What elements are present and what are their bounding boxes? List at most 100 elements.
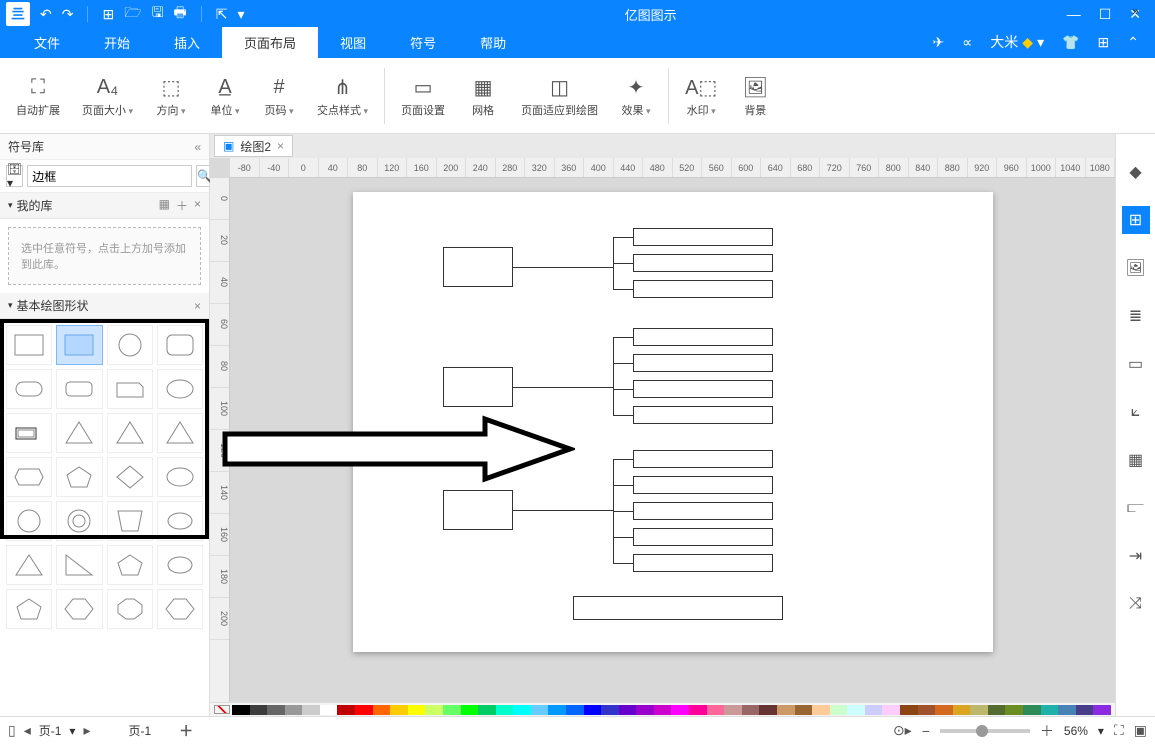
color-swatch[interactable] [935,705,953,715]
color-swatch[interactable] [988,705,1006,715]
tree-child-node[interactable] [633,280,773,298]
tree-child-node[interactable] [633,354,773,372]
zoom-in-icon[interactable]: ＋ [1040,721,1054,741]
shape-thumbnail-17[interactable] [56,501,102,541]
menu-tab-文件[interactable]: 文件 [12,27,82,58]
color-swatch[interactable] [443,705,461,715]
tree-child-node[interactable] [633,406,773,424]
shape-thumbnail-5[interactable] [56,369,102,409]
header-extra-icon[interactable]: 👕 [1062,34,1079,51]
bottom-box[interactable] [573,596,783,620]
library-search-input[interactable] [27,165,192,187]
page-indicator-left[interactable]: 页-1 [39,722,62,739]
shape-thumbnail-27[interactable] [157,589,203,629]
ribbon-网格[interactable]: ▦网格 [457,70,509,122]
header-extra-icon[interactable]: ⌃ [1127,34,1139,51]
color-swatch[interactable] [970,705,988,715]
color-swatch[interactable] [759,705,777,715]
shape-thumbnail-20[interactable] [6,545,52,585]
zoom-slider[interactable] [940,729,1030,733]
color-swatch[interactable] [320,705,338,715]
header-icon[interactable]: ✈ [933,34,945,51]
qat-button-6[interactable]: ⇱ [216,6,228,23]
ribbon-单位[interactable]: A̲单位 [199,70,251,122]
tree-root-node[interactable] [443,247,513,287]
menu-tab-帮助[interactable]: 帮助 [458,27,528,58]
user-chip[interactable]: 大米◆▾ [990,32,1044,52]
shape-thumbnail-1[interactable] [56,325,102,365]
add-page-icon[interactable]: ＋ [179,721,193,741]
ribbon-页面大小[interactable]: A₄页面大小 [72,70,143,122]
play-icon[interactable]: ⊙▸ [893,722,912,739]
page-next-icon[interactable]: ▸ [83,722,90,739]
document-tab[interactable]: ▣ 绘图2 × [214,135,293,157]
right-panel-icon-7[interactable]: ⫍ [1122,494,1150,522]
shape-thumbnail-8[interactable] [6,413,52,453]
menu-tab-开始[interactable]: 开始 [82,27,152,58]
tree-child-node[interactable] [633,450,773,468]
tree-child-node[interactable] [633,380,773,398]
header-extra-icon[interactable]: ⊞ [1098,34,1110,51]
qat-button-2[interactable]: ⊞ [102,6,114,23]
tree-child-node[interactable] [633,554,773,572]
ribbon-方向[interactable]: ⬚方向 [145,70,197,122]
library-category-dropdown[interactable]: 🗄▾ [6,165,23,187]
color-swatch[interactable] [707,705,725,715]
shape-thumbnail-16[interactable] [6,501,52,541]
color-swatch[interactable] [285,705,303,715]
minimize-icon[interactable]: — [1067,6,1081,23]
color-swatch[interactable] [1023,705,1041,715]
ribbon-页面设置[interactable]: ▭页面设置 [391,70,455,122]
color-swatch[interactable] [408,705,426,715]
color-swatch[interactable] [425,705,443,715]
fullscreen-icon[interactable]: ▣ [1134,722,1147,739]
color-swatch[interactable] [548,705,566,715]
right-panel-icon-4[interactable]: ▭ [1122,350,1150,378]
qat-button-3[interactable]: 🗁 [124,2,141,26]
color-swatch[interactable] [689,705,707,715]
right-panel-icon-3[interactable]: ≣ [1122,302,1150,330]
shape-thumbnail-3[interactable] [157,325,203,365]
ribbon-页码[interactable]: #页码 [253,70,305,122]
zoom-out-icon[interactable]: − [922,723,930,739]
tree-root-node[interactable] [443,490,513,530]
color-swatch[interactable] [865,705,883,715]
lib-grid-icon[interactable]: ▦ [159,197,170,214]
menu-tab-页面布局[interactable]: 页面布局 [222,27,318,58]
collapse-panel-icon[interactable]: « [194,140,201,154]
color-swatch[interactable] [1041,705,1059,715]
color-swatch[interactable] [724,705,742,715]
color-swatch[interactable] [742,705,760,715]
color-swatch[interactable] [654,705,672,715]
shape-thumbnail-0[interactable] [6,325,52,365]
drawing-page[interactable] [353,192,993,652]
color-swatch[interactable] [1093,705,1111,715]
color-swatch[interactable] [390,705,408,715]
tree-child-node[interactable] [633,528,773,546]
fit-screen-icon[interactable]: ⛶ [1114,722,1124,739]
shape-thumbnail-11[interactable] [157,413,203,453]
shape-thumbnail-14[interactable] [107,457,153,497]
ribbon-交点样式[interactable]: ⋔交点样式 [307,70,378,122]
page-layout-icon[interactable]: ▯ [8,722,16,739]
tree-child-node[interactable] [633,228,773,246]
ribbon-页面适应到绘图[interactable]: ◫页面适应到绘图 [511,70,608,122]
basic-shapes-header[interactable]: ▾ 基本绘图形状 × [0,293,209,319]
shape-thumbnail-22[interactable] [107,545,153,585]
shape-thumbnail-12[interactable] [6,457,52,497]
tree-child-node[interactable] [633,254,773,272]
color-swatch[interactable] [900,705,918,715]
qat-button-0[interactable]: ↶ [40,6,52,23]
color-swatch[interactable] [1005,705,1023,715]
color-swatch[interactable] [461,705,479,715]
right-panel-icon-2[interactable]: 🖼 [1122,254,1150,282]
right-panel-icon-5[interactable]: ⟀ [1122,398,1150,426]
tree-child-node[interactable] [633,476,773,494]
ribbon-自动扩展[interactable]: ⛶自动扩展 [6,70,70,122]
right-panel-icon-6[interactable]: ▦ [1122,446,1150,474]
right-panel-icon-9[interactable]: ⤨ [1122,590,1150,618]
page-prev-icon[interactable]: ◂ [24,722,31,739]
tree-child-node[interactable] [633,328,773,346]
color-swatch[interactable] [1076,705,1094,715]
zoom-level[interactable]: 56% [1064,724,1088,738]
